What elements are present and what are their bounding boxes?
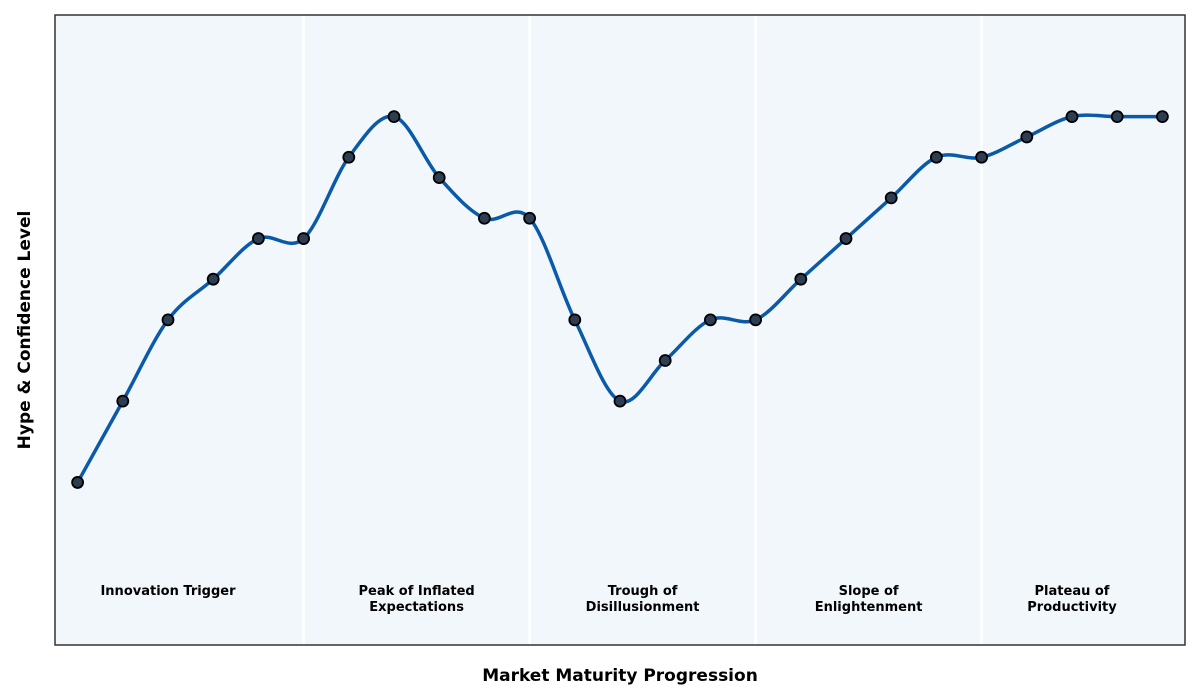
data-point (658, 354, 672, 367)
data-point (568, 313, 582, 327)
data-point (749, 313, 762, 327)
data-point (1065, 110, 1079, 124)
plot-background (55, 15, 1185, 645)
phase-label: Slope of Enlightenment (815, 584, 923, 615)
data-point (251, 232, 265, 245)
x-axis-label: Market Maturity Progression (482, 666, 758, 686)
data-point (1110, 110, 1124, 124)
phase-label: Innovation Trigger (100, 584, 236, 599)
data-point (975, 150, 988, 164)
phase-label: Plateau of Productivity (1027, 584, 1117, 615)
data-point (297, 232, 311, 245)
phase-dividers (302, 15, 983, 645)
data-point (342, 150, 356, 164)
data-point (71, 476, 84, 489)
data-point (613, 394, 627, 408)
data-point (1156, 110, 1169, 124)
phase-label: Peak of Inflated Expectations (358, 584, 474, 615)
phase-label: Trough of Disillusionment (586, 584, 700, 615)
data-point (477, 211, 491, 225)
data-point (839, 232, 853, 245)
data-point (794, 272, 808, 286)
data-point (523, 211, 536, 225)
data-point (930, 150, 943, 164)
data-point (206, 272, 220, 286)
data-point (161, 313, 175, 327)
data-point (884, 191, 898, 205)
data-point (704, 313, 717, 327)
phase-labels: Innovation Trigger Peak of Inflated Expect… (100, 584, 1117, 615)
plot-frame (54, 14, 1186, 646)
data-point (1020, 130, 1034, 144)
data-points (71, 110, 1169, 489)
y-axis-label: Hype & Confidence Level (15, 211, 35, 450)
data-point (387, 110, 401, 124)
data-point (116, 394, 130, 408)
data-point (432, 171, 446, 184)
